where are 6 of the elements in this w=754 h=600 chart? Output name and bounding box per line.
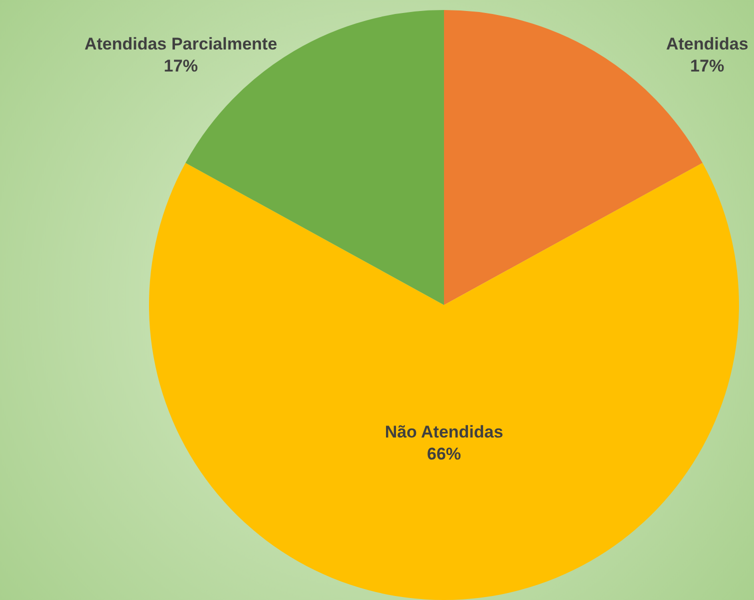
slice-label: Atendidas: [666, 34, 748, 54]
slice-label: Não Atendidas: [384, 422, 504, 442]
data-label: 66%: [426, 444, 462, 464]
slice-label: Atendidas Parcialmente: [84, 34, 278, 54]
data-label: 17%: [164, 56, 198, 76]
data-label: 17%: [690, 56, 724, 76]
